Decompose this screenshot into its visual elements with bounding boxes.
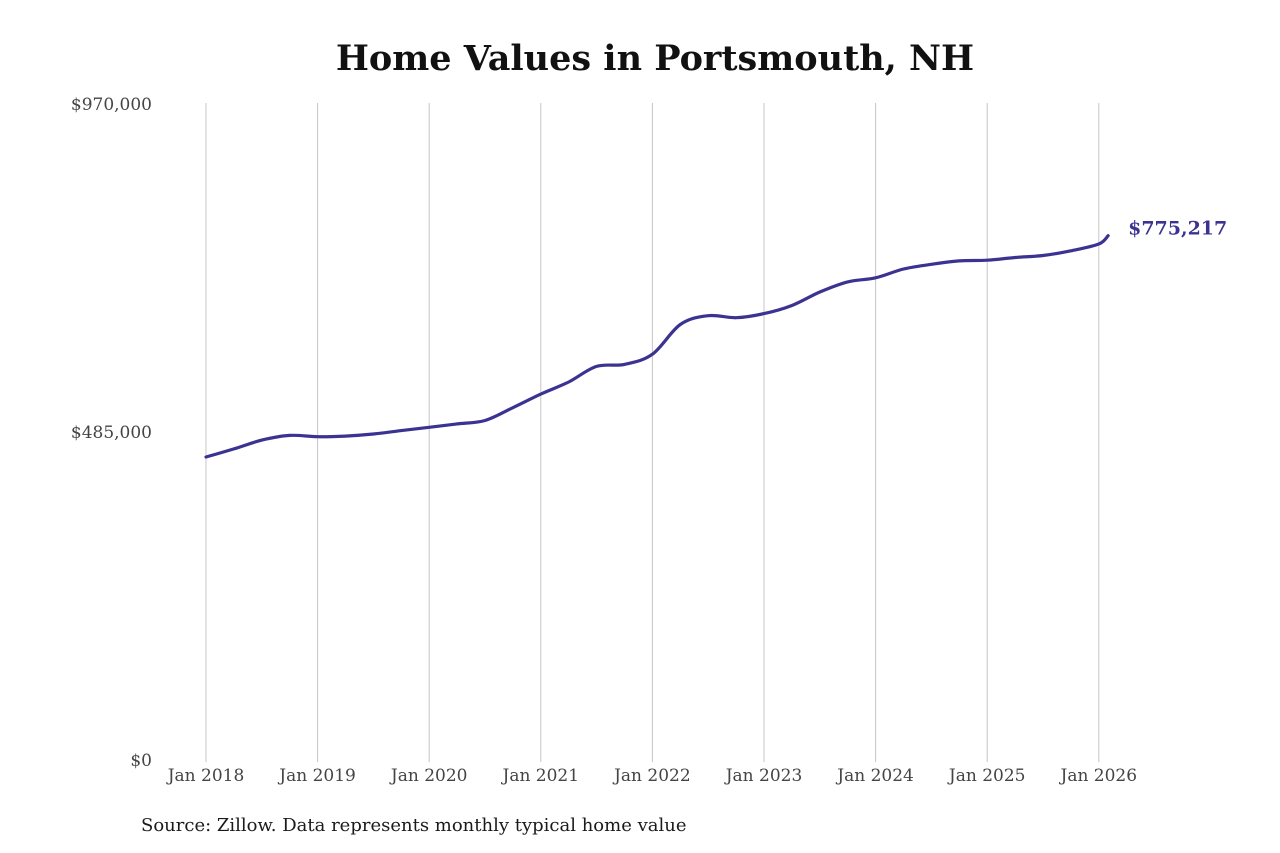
series-layer: $775,217 xyxy=(204,218,1227,459)
x-tick-label: Jan 2021 xyxy=(501,766,580,786)
end-value-label: $775,217 xyxy=(1128,218,1227,240)
x-tick-label: Jan 2024 xyxy=(835,766,914,786)
y-tick-label: $485,000 xyxy=(71,423,152,443)
y-tick-label: $970,000 xyxy=(71,95,152,115)
x-tick-label: Jan 2019 xyxy=(277,766,356,786)
x-tick-label: Jan 2020 xyxy=(389,766,468,786)
y-axis-ticks: $0 $485,000 $970,000 xyxy=(71,95,152,771)
x-tick-label: Jan 2026 xyxy=(1059,766,1138,786)
x-tick-label: Jan 2025 xyxy=(947,766,1026,786)
x-tick-label: Jan 2018 xyxy=(166,766,245,786)
x-tick-label: Jan 2023 xyxy=(724,766,803,786)
x-axis-ticks: Jan 2018 Jan 2019 Jan 2020 Jan 2021 Jan 2022… xyxy=(166,766,1137,786)
series-line xyxy=(204,234,1110,459)
y-tick-label: $0 xyxy=(130,751,152,771)
source-note: Source: Zillow. Data represents monthly … xyxy=(141,815,687,836)
chart-title: Home Values in Portsmouth, NH xyxy=(335,38,975,79)
gridlines xyxy=(205,103,1100,762)
x-tick-label: Jan 2022 xyxy=(612,766,691,786)
